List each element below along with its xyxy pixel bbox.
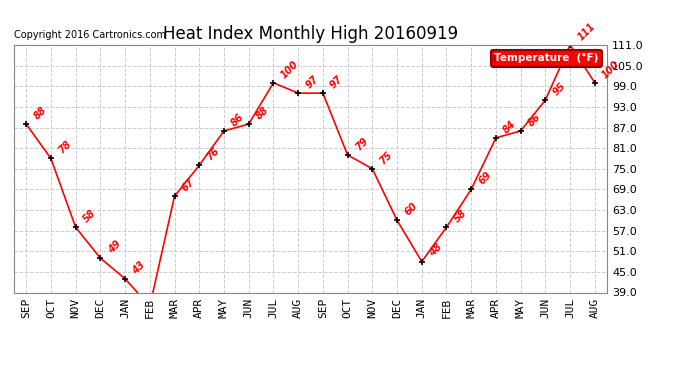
Text: 111: 111 xyxy=(575,21,597,42)
Text: 58: 58 xyxy=(81,208,98,224)
Text: 97: 97 xyxy=(304,74,320,90)
Text: 79: 79 xyxy=(353,136,370,152)
Text: 84: 84 xyxy=(502,118,518,135)
Text: 88: 88 xyxy=(32,105,48,121)
Text: 86: 86 xyxy=(230,111,246,128)
Text: 49: 49 xyxy=(106,239,123,255)
Text: 69: 69 xyxy=(477,170,493,187)
Text: Copyright 2016 Cartronics.com: Copyright 2016 Cartronics.com xyxy=(14,30,166,40)
Text: 95: 95 xyxy=(551,81,568,97)
Text: 88: 88 xyxy=(254,105,271,121)
Text: 67: 67 xyxy=(180,177,197,194)
Text: 76: 76 xyxy=(205,146,221,162)
Text: 100: 100 xyxy=(279,58,300,80)
Text: 35: 35 xyxy=(0,374,1,375)
Title: Heat Index Monthly High 20160919: Heat Index Monthly High 20160919 xyxy=(163,26,458,44)
Text: 97: 97 xyxy=(328,74,345,90)
Text: 86: 86 xyxy=(526,111,543,128)
Text: 43: 43 xyxy=(130,260,147,276)
Text: 75: 75 xyxy=(378,149,395,166)
Legend: Temperature  (°F): Temperature (°F) xyxy=(491,50,602,66)
Text: 60: 60 xyxy=(402,201,420,217)
Text: 78: 78 xyxy=(57,139,73,156)
Text: 100: 100 xyxy=(600,58,622,80)
Text: 58: 58 xyxy=(452,208,469,224)
Text: 48: 48 xyxy=(427,242,444,259)
